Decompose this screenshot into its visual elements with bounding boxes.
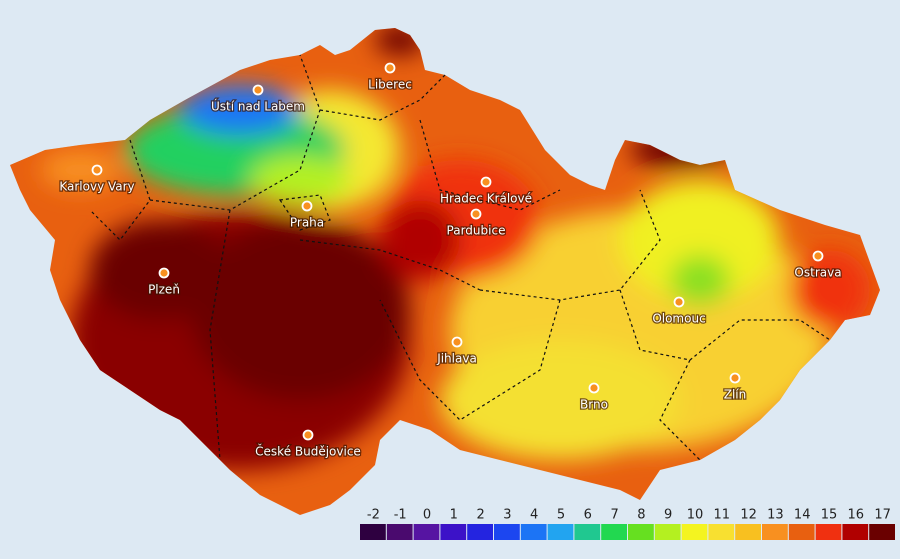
city-label: Ostrava (794, 266, 841, 280)
city-label: Zlín (724, 388, 747, 402)
legend-swatch (494, 524, 520, 540)
city-label: Brno (580, 398, 608, 412)
legend-label: 11 (714, 508, 731, 523)
city-marker (302, 429, 314, 441)
legend-swatch (440, 524, 467, 540)
city-marker (812, 250, 824, 262)
legend-label: 4 (530, 508, 538, 523)
city-label: Ústí nad Labem (211, 99, 305, 114)
city-marker (158, 267, 170, 279)
city-label: Hradec Králové (440, 192, 532, 206)
legend-swatch (788, 524, 815, 540)
city-marker (470, 208, 482, 220)
legend-label: 17 (874, 508, 891, 523)
legend-swatch (574, 524, 601, 540)
legend-swatch (815, 524, 842, 540)
legend-swatch (762, 524, 788, 540)
legend-swatch (628, 524, 654, 540)
legend-swatch (547, 524, 574, 540)
legend-swatch (601, 524, 627, 540)
legend-label: 7 (610, 508, 618, 523)
city-marker (384, 62, 396, 74)
city-label: Olomouc (652, 312, 705, 326)
legend-swatch (360, 524, 386, 540)
legend-swatch (869, 524, 895, 540)
legend-label: -2 (367, 508, 380, 523)
city-label: Jihlava (436, 352, 477, 366)
city-label: České Budějovice (255, 444, 361, 459)
legend-swatch (735, 524, 761, 540)
city-marker (301, 200, 313, 212)
city-marker (729, 372, 741, 384)
city-marker (451, 336, 463, 348)
legend-label: 1 (450, 508, 458, 523)
legend-swatch (386, 524, 413, 540)
legend-label: 16 (848, 508, 865, 523)
legend-label: 12 (740, 508, 757, 523)
city-marker (91, 164, 103, 176)
city-marker (252, 84, 264, 96)
legend-swatch (681, 524, 708, 540)
legend-label: 3 (503, 508, 511, 523)
city-label: Pardubice (447, 224, 506, 238)
legend-label: -1 (394, 508, 407, 523)
legend-label: 2 (476, 508, 484, 523)
legend-label: 13 (767, 508, 784, 523)
city-label: Plzeň (148, 283, 180, 297)
legend-swatch (413, 524, 440, 540)
legend-swatch (708, 524, 735, 540)
legend-label: 14 (794, 508, 811, 523)
region-borders (89, 54, 831, 461)
legend-label: 6 (584, 508, 592, 523)
legend-swatch (520, 524, 547, 540)
legend-label: 0 (423, 508, 431, 523)
legend-label: 15 (821, 508, 838, 523)
legend-swatch (842, 524, 869, 540)
legend-label: 10 (687, 508, 704, 523)
legend-swatch (654, 524, 681, 540)
city-label: Liberec (368, 78, 412, 92)
city-marker (480, 176, 492, 188)
city-label: Praha (290, 216, 324, 230)
legend-label: 8 (637, 508, 645, 523)
legend-label: 9 (664, 508, 672, 523)
city-label: Karlovy Vary (59, 180, 134, 194)
city-marker (588, 382, 600, 394)
legend-label: 5 (557, 508, 565, 523)
legend-swatch (467, 524, 493, 540)
city-marker (673, 296, 685, 308)
